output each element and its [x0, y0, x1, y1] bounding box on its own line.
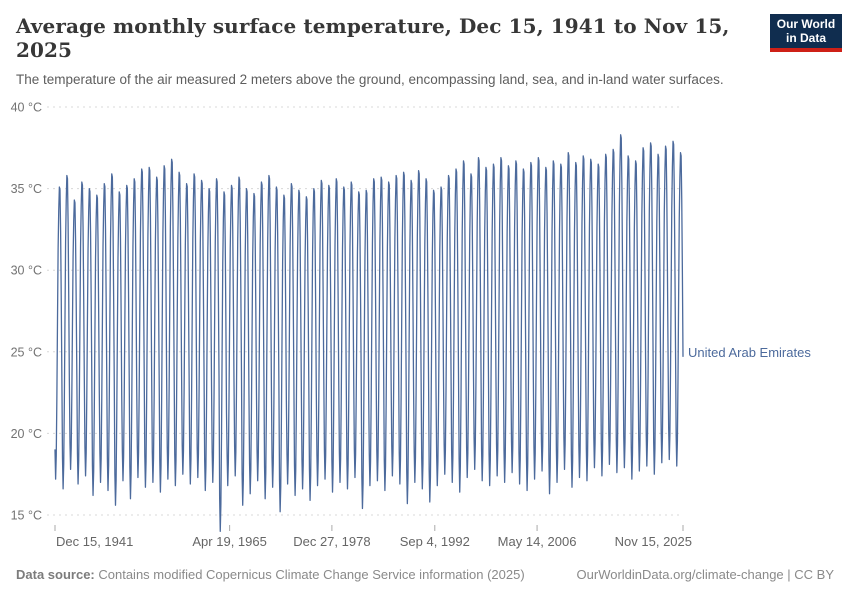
chart-area: 15 °C 20 °C 25 °C 30 °C 35 °C 40 °C Dec 15, 19…	[0, 95, 850, 555]
chart-header: Average monthly surface temperature, Dec…	[16, 14, 756, 90]
owid-logo-accent-bar	[770, 48, 842, 52]
owid-logo-box: Our World in Data	[770, 14, 842, 48]
x-axis-label: Apr 19, 1965	[192, 534, 266, 549]
y-axis-label: 30 °C	[11, 264, 42, 278]
x-axis-label: Nov 15, 2025	[615, 534, 692, 549]
owid-citation-link[interactable]: OurWorldinData.org/climate-change | CC B…	[576, 567, 834, 582]
y-axis-label: 40 °C	[11, 101, 42, 115]
y-axis-label: 15 °C	[11, 509, 42, 523]
temperature-line-chart[interactable]: 15 °C 20 °C 25 °C 30 °C 35 °C 40 °C Dec 15, 19…	[0, 95, 850, 555]
chart-footer: Data source: Contains modified Copernicu…	[16, 567, 834, 582]
x-axis-label: Dec 15, 1941	[56, 534, 133, 549]
temperature-line[interactable]	[54, 134, 684, 532]
y-axis-label: 35 °C	[11, 182, 42, 196]
data-source-label: Data source:	[16, 567, 95, 582]
x-axis-label: Dec 27, 1978	[293, 534, 370, 549]
chart-subtitle: The temperature of the air measured 2 me…	[16, 72, 724, 87]
owid-logo[interactable]: Our World in Data	[770, 14, 842, 52]
data-source-note: Data source: Contains modified Copernicu…	[16, 567, 525, 582]
x-axis-label: May 14, 2006	[498, 534, 577, 549]
page-title: Average monthly surface temperature, Dec…	[16, 14, 730, 62]
y-axis-label: 20 °C	[11, 427, 42, 441]
data-source-text: Contains modified Copernicus Climate Cha…	[94, 567, 525, 582]
owid-logo-line2: in Data	[785, 31, 826, 45]
x-axis-label: Sep 4, 1992	[400, 534, 470, 549]
owid-logo-line1: Our World	[776, 17, 836, 31]
series-label-united-arab-emirates[interactable]: United Arab Emirates	[688, 345, 811, 360]
y-axis-label: 25 °C	[11, 345, 42, 359]
